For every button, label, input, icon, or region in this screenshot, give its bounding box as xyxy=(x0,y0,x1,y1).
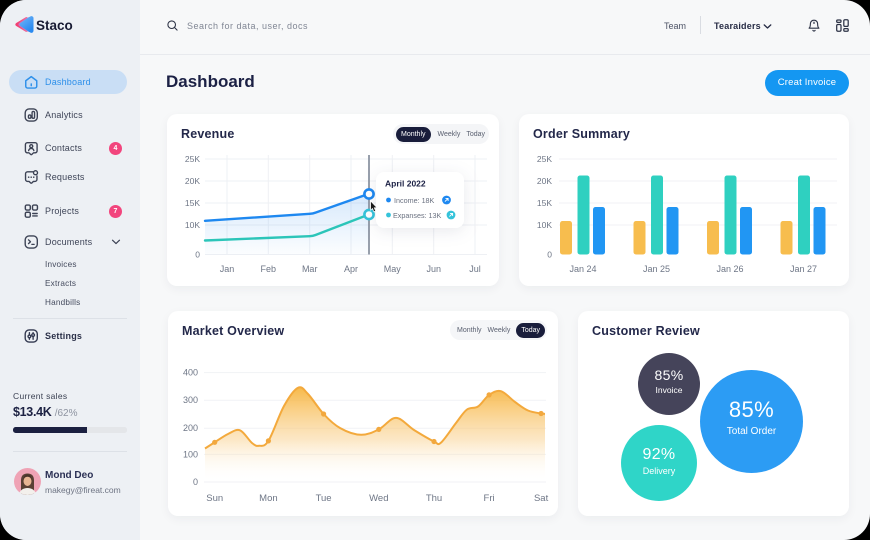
svg-text:20K: 20K xyxy=(537,176,552,186)
svg-text:0: 0 xyxy=(193,477,198,487)
svg-text:400: 400 xyxy=(183,368,198,378)
svg-text:0: 0 xyxy=(195,250,200,260)
svg-text:April 2022: April 2022 xyxy=(385,179,426,189)
svg-text:0: 0 xyxy=(547,250,552,260)
svg-text:Feb: Feb xyxy=(261,264,277,274)
svg-text:Jan: Jan xyxy=(220,264,235,274)
svg-text:Mon: Mon xyxy=(259,493,277,504)
svg-text:25K: 25K xyxy=(185,154,200,164)
svg-text:Expanses: 13K: Expanses: 13K xyxy=(393,211,442,220)
svg-text:15K: 15K xyxy=(537,198,552,208)
svg-text:100: 100 xyxy=(183,449,198,459)
svg-text:Wed: Wed xyxy=(369,493,388,504)
svg-text:Jun: Jun xyxy=(426,264,441,274)
svg-text:Sat: Sat xyxy=(534,493,549,504)
svg-text:Mar: Mar xyxy=(302,264,318,274)
svg-text:Sun: Sun xyxy=(206,493,223,504)
svg-text:10K: 10K xyxy=(185,220,200,230)
svg-text:200: 200 xyxy=(183,423,198,433)
svg-text:Jan 24: Jan 24 xyxy=(569,264,596,274)
svg-text:Thu: Thu xyxy=(426,493,442,504)
svg-text:Income: 18K: Income: 18K xyxy=(394,196,435,205)
svg-text:Fri: Fri xyxy=(484,493,495,504)
svg-text:25K: 25K xyxy=(537,154,552,164)
svg-text:Tue: Tue xyxy=(316,493,332,504)
svg-text:Jul: Jul xyxy=(469,264,481,274)
svg-text:Jan 25: Jan 25 xyxy=(643,264,670,274)
svg-text:May: May xyxy=(384,264,402,274)
svg-text:10K: 10K xyxy=(537,220,552,230)
svg-text:15K: 15K xyxy=(185,198,200,208)
svg-text:Apr: Apr xyxy=(344,264,358,274)
svg-text:300: 300 xyxy=(183,395,198,405)
svg-text:Jan 26: Jan 26 xyxy=(716,264,743,274)
svg-text:Jan 27: Jan 27 xyxy=(790,264,817,274)
svg-text:20K: 20K xyxy=(185,176,200,186)
